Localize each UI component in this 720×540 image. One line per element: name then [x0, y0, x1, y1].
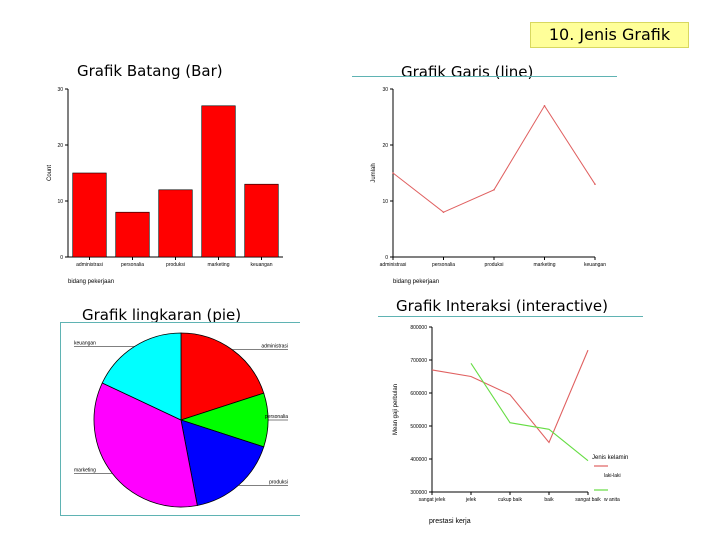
bar-x-axis-label: bidang pekerjaan: [68, 279, 114, 285]
int-y-tick-label: 800000: [410, 325, 427, 331]
bar-x-tick-label: produksi: [166, 262, 185, 268]
pie-chart: administrasi personalia produksi marketing k…: [74, 332, 288, 508]
bar-y-tick-label: 10: [57, 199, 63, 205]
line-x-axis-label: bidang pekerjaan: [393, 279, 439, 285]
int-series-line: [431, 349, 589, 444]
line-y-tick-label: 30: [382, 87, 388, 93]
interactive-chart-caption: Grafik Interaksi (interactive): [396, 297, 608, 315]
pie-slice: [180, 332, 265, 421]
int-x-tick-label: jelek: [465, 497, 477, 503]
line-y-axis-label: Jumlah: [371, 163, 377, 182]
bar-chart: 0 10 20 30 administrasi personalia produksi mar…: [47, 87, 283, 285]
line-chart: 0 10 20 30 administrasi personalia produksi mar…: [371, 87, 606, 285]
int-y-tick-label: 600000: [410, 391, 427, 397]
pie-frame-bottom: [60, 515, 300, 516]
line-x-tick-label: keuangan: [584, 262, 606, 268]
line-x-tick-label: produksi: [485, 262, 504, 268]
line-point: [594, 183, 596, 185]
line-series: [392, 104, 596, 213]
int-y-tick-label: 700000: [410, 358, 427, 364]
int-y-tick-label: 400000: [410, 457, 427, 463]
pie-slice: [93, 382, 198, 508]
int-y-tick-label: 500000: [410, 424, 427, 430]
pie-slice-label: produksi: [269, 479, 288, 485]
pie-slice-label: administrasi: [261, 344, 288, 350]
bar: [72, 172, 107, 258]
bar: [201, 105, 236, 258]
int-x-tick-label: cukup baik: [498, 497, 522, 503]
pie-chart-caption: Grafik lingkaran (pie): [82, 306, 242, 324]
line-x-tick-label: personalia: [432, 262, 455, 268]
bar-x-tick-label: personalia: [121, 262, 144, 268]
pie-slice-label: marketing: [74, 467, 96, 473]
bar-y-axis-label: Count: [47, 165, 53, 181]
pie-frame-top: [60, 322, 300, 323]
int-legend-label: w anita: [604, 497, 620, 503]
line-x-tick-label: marketing: [534, 262, 556, 268]
int-x-tick-label: sangat baik: [575, 497, 601, 503]
interactive-caption-rule: [378, 316, 643, 317]
slide-title: 10. Jenis Grafik: [530, 22, 689, 48]
pie-slice-label: personalia: [265, 414, 288, 420]
bar-y-tick-label: 30: [57, 87, 63, 93]
bar-x-tick-label: marketing: [208, 262, 230, 268]
line-point: [493, 189, 495, 191]
interaction-chart: 300000 400000 500000 600000 700000 800000 sang…: [393, 325, 628, 525]
pie-frame-left: [60, 322, 61, 515]
line-caption-rule: [352, 76, 617, 77]
int-x-tick-label: baik: [544, 497, 554, 503]
pie-slice: [101, 332, 182, 421]
int-y-axis-label: Mean gaji perbulan: [393, 384, 399, 435]
line-point: [543, 105, 546, 107]
int-y-tick-label: 300000: [410, 490, 427, 496]
bar-y-tick-label: 20: [57, 143, 63, 149]
bar-x-tick-label: keuangan: [251, 262, 273, 268]
bar-x-tick-label: administrasi: [76, 262, 103, 268]
line-y-tick-label: 0: [385, 255, 388, 261]
line-y-tick-label: 10: [382, 199, 388, 205]
bar: [244, 183, 279, 258]
line-x-tick-label: administrasi: [380, 262, 407, 268]
line-chart-caption: Grafik Garis (line): [401, 63, 534, 81]
line-y-tick-label: 20: [382, 143, 388, 149]
bar: [115, 211, 150, 258]
int-legend-label: laki-laki: [604, 473, 621, 479]
bar-chart-caption: Grafik Batang (Bar): [77, 62, 223, 80]
int-x-axis-label: prestasi kerja: [429, 518, 471, 525]
int-x-tick-label: sangat jelek: [419, 497, 446, 503]
bar-y-tick-label: 0: [60, 255, 63, 261]
int-series-line: [470, 362, 589, 462]
bar: [158, 189, 193, 258]
line-point: [442, 211, 445, 213]
line-point: [392, 172, 394, 174]
pie-slice-label: keuangan: [74, 341, 96, 347]
int-legend-title: Jenis kelamin: [592, 455, 628, 461]
